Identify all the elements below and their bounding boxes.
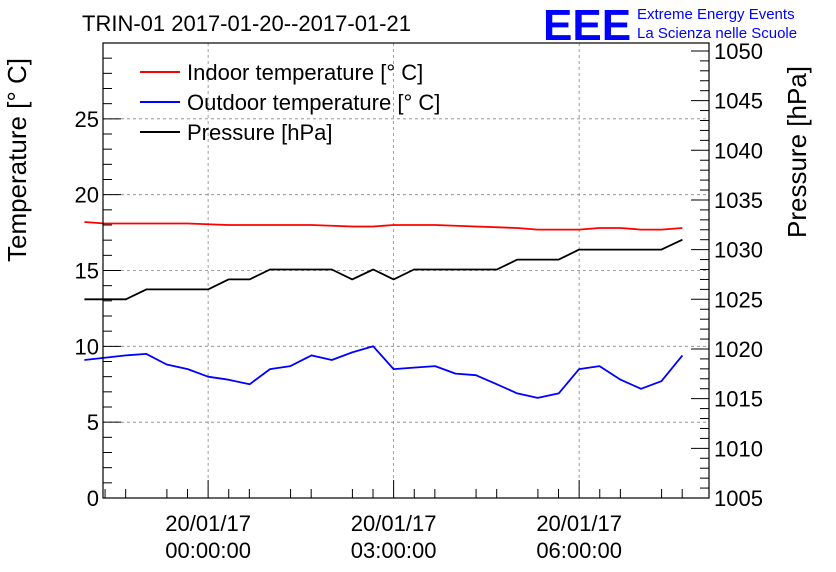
series-line-1 [84, 345, 684, 399]
legend: Indoor temperature [° C] Outdoor temperat… [140, 60, 440, 145]
y2-tick-label: 1005 [714, 486, 763, 511]
x-tick-label-date: 20/01/17 [536, 511, 622, 536]
y-tick-label: 25 [75, 107, 99, 132]
x-tick-label-date: 20/01/17 [165, 511, 251, 536]
y2-tick-label: 1015 [714, 387, 763, 412]
legend-label: Outdoor temperature [° C] [187, 90, 440, 115]
y2-tick-label: 1025 [714, 287, 763, 312]
series-layer [84, 221, 684, 399]
y2-axis-label: Pressure [hPa] [782, 66, 812, 238]
y2-tick-label: 1020 [714, 337, 763, 362]
legend-label: Pressure [hPa] [187, 120, 333, 145]
logo-line1: Extreme Energy Events [637, 6, 795, 23]
x-tick-label-time: 00:00:00 [165, 538, 251, 563]
chart-title: TRIN-01 2017-01-20--2017-01-21 [82, 11, 411, 36]
series-line-0 [84, 221, 683, 231]
x-tick-label-time: 06:00:00 [536, 538, 622, 563]
y2-tick-label: 1010 [714, 436, 763, 461]
logo-mark: EEE [543, 1, 631, 50]
y2-tick-label: 1035 [714, 188, 763, 213]
y-tick-label: 5 [87, 410, 99, 435]
ticks: 0510152025100510101015102010251030103510… [75, 39, 763, 563]
eee-logo: EEE Extreme Energy Events La Scienza nel… [543, 1, 797, 50]
y2-tick-label: 1045 [714, 89, 763, 114]
y2-tick-label: 1050 [714, 39, 763, 64]
legend-label: Indoor temperature [° C] [187, 60, 423, 85]
y2-tick-label: 1030 [714, 238, 763, 263]
x-tick-label-time: 03:00:00 [351, 538, 437, 563]
x-tick-label-date: 20/01/17 [351, 511, 437, 536]
y-axis-label: Temperature [° C] [2, 58, 32, 262]
y-tick-label: 0 [87, 486, 99, 511]
y-tick-label: 15 [75, 259, 99, 284]
logo-line2: La Scienza nelle Scuole [637, 25, 797, 42]
series-line-2 [84, 238, 683, 301]
grid [103, 43, 709, 498]
y2-tick-label: 1040 [714, 138, 763, 163]
y-tick-label: 20 [75, 183, 99, 208]
y-tick-label: 10 [75, 334, 99, 359]
